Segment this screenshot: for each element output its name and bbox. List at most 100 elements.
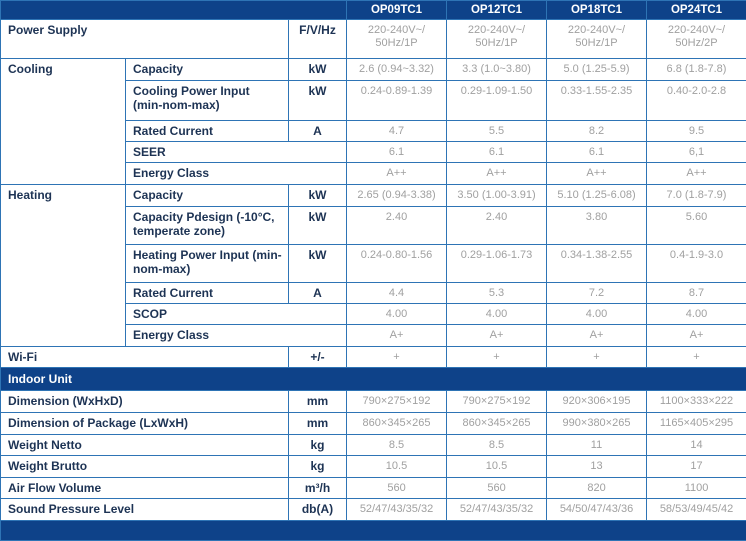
row-label: Power Supply (1, 20, 289, 59)
value-cell: 0.4-1.9-3.0 (647, 245, 746, 283)
value-cell: 0.40-2.0-2.8 (647, 81, 746, 121)
value-cell: 6.1 (347, 142, 447, 163)
unit-cell: kW (289, 245, 347, 283)
value-cell: 990×380×265 (547, 413, 647, 435)
unit-cell: +/- (289, 347, 347, 368)
model-header-0: OP09TC1 (347, 1, 447, 20)
row-label: SCOP (126, 304, 347, 325)
value-cell: 220-240V~/ 50Hz/1P (347, 20, 447, 59)
value-cell: 2.65 (0.94-3.38) (347, 185, 447, 207)
row-label: Wi-Fi (1, 347, 289, 368)
value-cell: 3.50 (1.00-3.91) (447, 185, 547, 207)
value-cell: 52/47/43/35/32 (447, 499, 547, 521)
unit-cell: kW (289, 185, 347, 207)
table-row-dimension: Dimension (WxHxD) mm 790×275×192 790×275… (1, 391, 746, 413)
value-cell: + (347, 347, 447, 368)
value-cell: 0.24-0.80-1.56 (347, 245, 447, 283)
value-cell: 9.5 (647, 121, 746, 142)
value-cell: 3.3 (1.0~3.80) (447, 59, 547, 81)
model-header-3: OP24TC1 (647, 1, 746, 20)
value-cell: 8.5 (447, 435, 547, 456)
value-cell: 0.24-0.89-1.39 (347, 81, 447, 121)
value-cell: 10.5 (447, 456, 547, 478)
value-cell: 0.34-1.38-2.55 (547, 245, 647, 283)
value-cell: 560 (347, 478, 447, 499)
value-cell: 8.7 (647, 283, 746, 304)
table-row-power-supply: Power Supply F/V/Hz 220-240V~/ 50Hz/1P 2… (1, 20, 746, 59)
value-cell: A++ (347, 163, 447, 185)
value-cell: 7.2 (547, 283, 647, 304)
table-row-cooling-capacity: Cooling Capacity kW 2.6 (0.94~3.32) 3.3 … (1, 59, 746, 81)
unit-cell: mm (289, 391, 347, 413)
model-header-row: OP09TC1 OP12TC1 OP18TC1 OP24TC1 (1, 1, 746, 20)
value-cell: 4.4 (347, 283, 447, 304)
value-cell: 8.5 (347, 435, 447, 456)
value-cell: 6.1 (547, 142, 647, 163)
value-cell: 860×345×265 (347, 413, 447, 435)
value-cell: 14 (647, 435, 746, 456)
table-row-package-dimension: Dimension of Package (LxWxH) mm 860×345×… (1, 413, 746, 435)
unit-cell: kW (289, 59, 347, 81)
value-cell: 4.7 (347, 121, 447, 142)
value-cell: 2.40 (347, 207, 447, 245)
row-label: Rated Current (126, 121, 289, 142)
unit-cell: F/V/Hz (289, 20, 347, 59)
value-cell: 10.5 (347, 456, 447, 478)
value-cell: 52/47/43/35/32 (347, 499, 447, 521)
table-row-air-flow: Air Flow Volume m³/h 560 560 820 1100 (1, 478, 746, 499)
value-cell: 5.5 (447, 121, 547, 142)
model-header-1: OP12TC1 (447, 1, 547, 20)
header-corner (1, 1, 347, 20)
value-cell: 5.60 (647, 207, 746, 245)
value-cell: 5.3 (447, 283, 547, 304)
section-heating-label: Heating (1, 185, 126, 347)
section-bar-indoor-unit: Indoor Unit (1, 368, 746, 391)
row-label: Heating Power Input (min-nom-max) (126, 245, 289, 283)
row-label: Air Flow Volume (1, 478, 289, 499)
value-cell: 4.00 (547, 304, 647, 325)
value-cell: A++ (647, 163, 746, 185)
value-cell: 2.40 (447, 207, 547, 245)
indoor-unit-section-header: Indoor Unit (1, 368, 746, 391)
value-cell: 920×306×195 (547, 391, 647, 413)
value-cell: A++ (547, 163, 647, 185)
value-cell: 7.0 (1.8-7.9) (647, 185, 746, 207)
value-cell: 1100×333×222 (647, 391, 746, 413)
value-cell: 4.00 (447, 304, 547, 325)
value-cell: A+ (347, 325, 447, 347)
value-cell: 220-240V~/ 50Hz/1P (547, 20, 647, 59)
value-cell: A++ (447, 163, 547, 185)
table-row-weight-netto: Weight Netto kg 8.5 8.5 11 14 (1, 435, 746, 456)
value-cell: A+ (647, 325, 746, 347)
unit-cell: kg (289, 456, 347, 478)
value-cell: 820 (547, 478, 647, 499)
unit-cell: mm (289, 413, 347, 435)
value-cell: + (647, 347, 746, 368)
table-row-wifi: Wi-Fi +/- + + + + (1, 347, 746, 368)
row-label: SEER (126, 142, 347, 163)
table-row-weight-brutto: Weight Brutto kg 10.5 10.5 13 17 (1, 456, 746, 478)
value-cell: 3.80 (547, 207, 647, 245)
value-cell: 4.00 (647, 304, 746, 325)
footer-bar-row (1, 521, 746, 541)
row-label: Capacity (126, 185, 289, 207)
value-cell: 790×275×192 (447, 391, 547, 413)
value-cell: 0.29-1.06-1.73 (447, 245, 547, 283)
row-label: Energy Class (126, 163, 347, 185)
value-cell: 54/50/47/43/36 (547, 499, 647, 521)
row-label: Energy Class (126, 325, 347, 347)
model-header-2: OP18TC1 (547, 1, 647, 20)
value-cell: 220-240V~/ 50Hz/1P (447, 20, 547, 59)
value-cell: 13 (547, 456, 647, 478)
row-label: Dimension of Package (LxWxH) (1, 413, 289, 435)
value-cell: + (447, 347, 547, 368)
table-row-heating-capacity: Heating Capacity kW 2.65 (0.94-3.38) 3.5… (1, 185, 746, 207)
footer-bar (1, 521, 746, 541)
value-cell: + (547, 347, 647, 368)
value-cell: 860×345×265 (447, 413, 547, 435)
value-cell: A+ (547, 325, 647, 347)
value-cell: 1165×405×295 (647, 413, 746, 435)
value-cell: 58/53/49/45/42 (647, 499, 746, 521)
unit-cell: db(A) (289, 499, 347, 521)
